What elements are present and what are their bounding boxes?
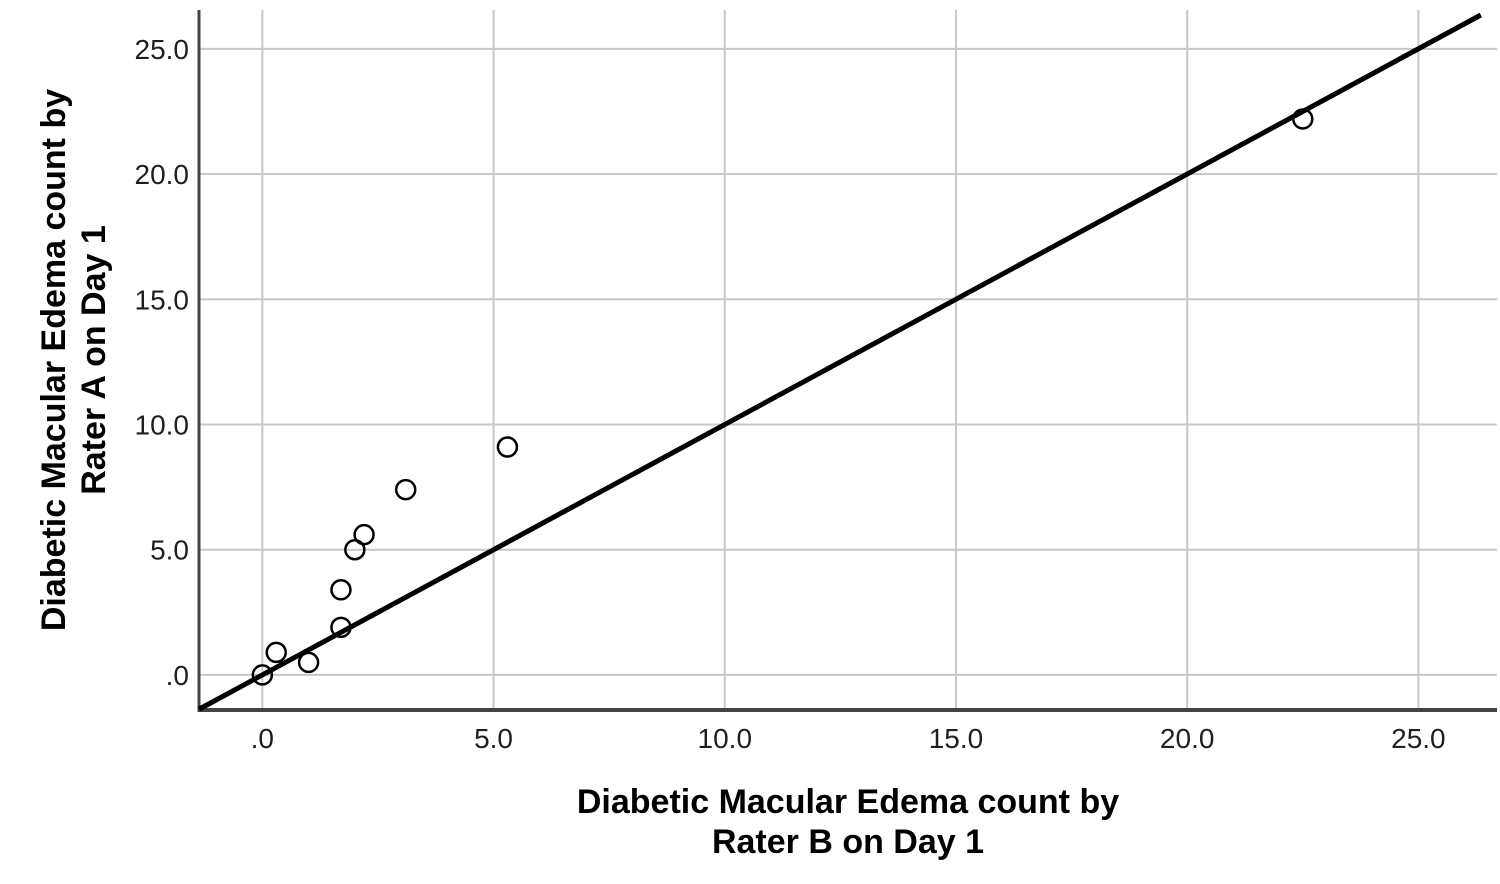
y-tick-label: 5.0 — [150, 535, 189, 566]
data-point — [330, 616, 352, 639]
data-point — [353, 523, 375, 546]
x-tick-label: 25.0 — [1391, 723, 1446, 754]
identity-line — [197, 12, 1483, 712]
data-point — [344, 538, 366, 561]
x-tick-label: 10.0 — [698, 723, 753, 754]
data-point — [265, 641, 287, 664]
data-point — [394, 478, 417, 501]
data-point — [330, 579, 352, 601]
x-tick-label: 5.0 — [474, 723, 513, 754]
data-point — [251, 664, 274, 686]
y-tick-label: 10.0 — [135, 409, 190, 440]
y-axis-title: Diabetic Macular Edema count by Rater A … — [35, 88, 113, 632]
x-tick-label: .0 — [251, 723, 274, 754]
data-point — [297, 651, 320, 674]
x-axis-title: Diabetic Macular Edema count by Rater B … — [576, 783, 1120, 861]
x-tick-label: 20.0 — [1160, 723, 1215, 754]
y-tick-label: 15.0 — [135, 284, 190, 315]
data-point — [496, 436, 519, 458]
y-tick-label: 25.0 — [135, 34, 190, 65]
y-tick-label: .0 — [166, 660, 189, 691]
x-tick-label: 15.0 — [929, 723, 984, 754]
data-point — [1292, 108, 1314, 130]
y-tick-label: 20.0 — [135, 159, 190, 190]
